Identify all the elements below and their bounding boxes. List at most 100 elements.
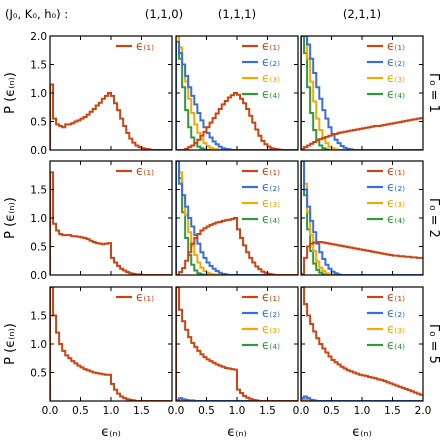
y-tick-label: 1.0 [30, 88, 47, 100]
x-axis-label: ϵ₍ₙ₎ [352, 425, 372, 440]
histogram-step-line [301, 36, 423, 150]
histogram-step-line [176, 397, 298, 401]
histogram-step-line [50, 171, 172, 275]
legend-label: ϵ₍₂₎ [387, 55, 405, 69]
legend-label: ϵ₍₄₎ [387, 87, 405, 101]
x-tick-label: 1.5 [133, 405, 150, 417]
legend: ϵ₍₁₎ ϵ₍₂₎ ϵ₍₃₎ ϵ₍₄₎ [367, 164, 405, 226]
x-tick-label: 0.0 [42, 405, 59, 417]
x-tick-label: 0.0 [293, 405, 310, 417]
legend-label: ϵ₍₄₎ [387, 212, 405, 226]
legend-label: ϵ₍₄₎ [262, 212, 280, 226]
histogram-step-line [176, 40, 298, 150]
legend-label: ϵ₍₂₎ [387, 306, 405, 320]
legend-label: ϵ₍₄₎ [387, 338, 405, 352]
header-prefix: (J₀, K₀, h₀) : [5, 7, 68, 21]
histogram-step-line [50, 287, 172, 401]
panel: 0.0 0.5 1.0 1.5 ϵ₍₁₎ [30, 160, 173, 282]
legend-label: ϵ₍₁₎ [387, 39, 405, 53]
legend-label: ϵ₍₁₎ [136, 164, 154, 178]
x-tick-label: 1.0 [103, 405, 120, 417]
histogram-step-line [301, 161, 423, 275]
panel: ϵ₍₁₎ ϵ₍₂₎ ϵ₍₃₎ ϵ₍₄₎ [175, 160, 299, 276]
row-label: Γ₀ = 1 [426, 73, 441, 113]
y-tick-label: 1.5 [30, 311, 47, 323]
y-axis-label: P (ϵ₍ₙ₎) [3, 323, 18, 365]
y-tick-label: 0.5 [30, 368, 47, 380]
y-tick-label: 1.0 [30, 213, 47, 225]
panel: 0.0 0.5 1.0 1.5 0.5 1.0 1.5 ϵ₍₁₎ [30, 286, 173, 417]
x-axis-label: ϵ₍ₙ₎ [101, 425, 121, 440]
legend-label: ϵ₍₃₎ [262, 71, 280, 85]
legend: ϵ₍₁₎ [116, 39, 154, 53]
legend-label: ϵ₍₄₎ [262, 338, 280, 352]
x-tick-label: 0.5 [198, 405, 215, 417]
histogram-step-line [176, 92, 298, 150]
x-axis-label: ϵ₍ₙ₎ [227, 425, 247, 440]
histogram-step-line [301, 240, 423, 275]
legend-label: ϵ₍₁₎ [262, 290, 280, 304]
y-tick-label: 1.5 [30, 60, 47, 72]
series-layer [301, 36, 423, 150]
histogram-step-line [176, 161, 298, 275]
y-tick-label: 1.0 [30, 339, 47, 351]
histogram-step-line [176, 161, 298, 275]
panel: 0.0 0.5 1.0 1.5 2.0 ϵ₍₁₎ [30, 31, 173, 157]
histogram-step-line [301, 395, 423, 401]
panels-layer: (1,1,0) (1,1,1) (2,1,1) Γ₀ = 1 Γ₀ = 2 Γ₀ = 5 P… [3, 7, 441, 440]
y-tick-label: 0.0 [30, 270, 47, 282]
histogram-step-line [301, 117, 423, 150]
series-layer [176, 287, 298, 401]
legend-label: ϵ₍₁₎ [262, 164, 280, 178]
column-title: (1,1,1) [218, 7, 256, 21]
x-tick-label: 1.5 [259, 405, 276, 417]
column-title: (2,1,1) [343, 7, 381, 21]
series-layer [50, 171, 172, 275]
legend: ϵ₍₁₎ ϵ₍₂₎ ϵ₍₃₎ ϵ₍₄₎ [367, 39, 405, 101]
legend-label: ϵ₍₄₎ [262, 87, 280, 101]
histogram-step-line [176, 161, 298, 275]
panel: 0.0 0.5 1.0 1.5 ϵ₍₁₎ ϵ₍₂₎ ϵ₍₃₎ ϵ₍₄₎ [168, 286, 299, 417]
x-tick-label: 1.5 [384, 405, 401, 417]
series-layer [301, 287, 423, 401]
y-tick-label: 0.0 [30, 145, 47, 157]
histogram-step-line [301, 36, 423, 150]
x-tick-label: 0.5 [323, 405, 340, 417]
legend-label: ϵ₍₁₎ [387, 164, 405, 178]
panel: ϵ₍₁₎ ϵ₍₂₎ ϵ₍₃₎ ϵ₍₄₎ [300, 35, 424, 151]
legend-label: ϵ₍₂₎ [262, 180, 280, 194]
y-tick-label: 1.5 [30, 185, 47, 197]
row-label: Γ₀ = 5 [426, 324, 441, 364]
legend-label: ϵ₍₃₎ [387, 322, 405, 336]
x-tick-label: 2.0 [415, 405, 432, 417]
panel: ϵ₍₁₎ ϵ₍₂₎ ϵ₍₃₎ ϵ₍₄₎ [175, 35, 299, 151]
column-title: (1,1,0) [145, 7, 183, 21]
y-axis-label: P (ϵ₍ₙ₎) [3, 197, 18, 239]
histogram-step-line [301, 161, 423, 275]
y-tick-label: 2.0 [30, 31, 47, 43]
legend-label: ϵ₍₁₎ [387, 290, 405, 304]
y-tick-label: 0.5 [30, 242, 47, 254]
x-tick-label: 1.0 [229, 405, 246, 417]
histogram-step-line [50, 83, 172, 150]
legend: ϵ₍₁₎ ϵ₍₂₎ ϵ₍₃₎ ϵ₍₄₎ [367, 290, 405, 352]
legend-label: ϵ₍₁₎ [262, 39, 280, 53]
legend-label: ϵ₍₂₎ [387, 180, 405, 194]
legend-label: ϵ₍₃₎ [262, 322, 280, 336]
legend-label: ϵ₍₂₎ [262, 306, 280, 320]
series-layer [301, 161, 423, 275]
legend: ϵ₍₁₎ [116, 164, 154, 178]
histogram-step-line [176, 36, 298, 150]
x-tick-label: 1.0 [354, 405, 371, 417]
legend: ϵ₍₁₎ ϵ₍₂₎ ϵ₍₃₎ ϵ₍₄₎ [242, 164, 280, 226]
legend: ϵ₍₁₎ ϵ₍₂₎ ϵ₍₃₎ ϵ₍₄₎ [242, 39, 280, 101]
histogram-step-line [176, 287, 298, 401]
x-tick-label: 0.5 [72, 405, 89, 417]
y-axis-label: P (ϵ₍ₙ₎) [3, 72, 18, 114]
legend-label: ϵ₍₁₎ [136, 290, 154, 304]
legend: ϵ₍₁₎ [116, 290, 154, 304]
legend-label: ϵ₍₃₎ [387, 196, 405, 210]
legend-label: ϵ₍₃₎ [387, 71, 405, 85]
legend-label: ϵ₍₂₎ [262, 55, 280, 69]
